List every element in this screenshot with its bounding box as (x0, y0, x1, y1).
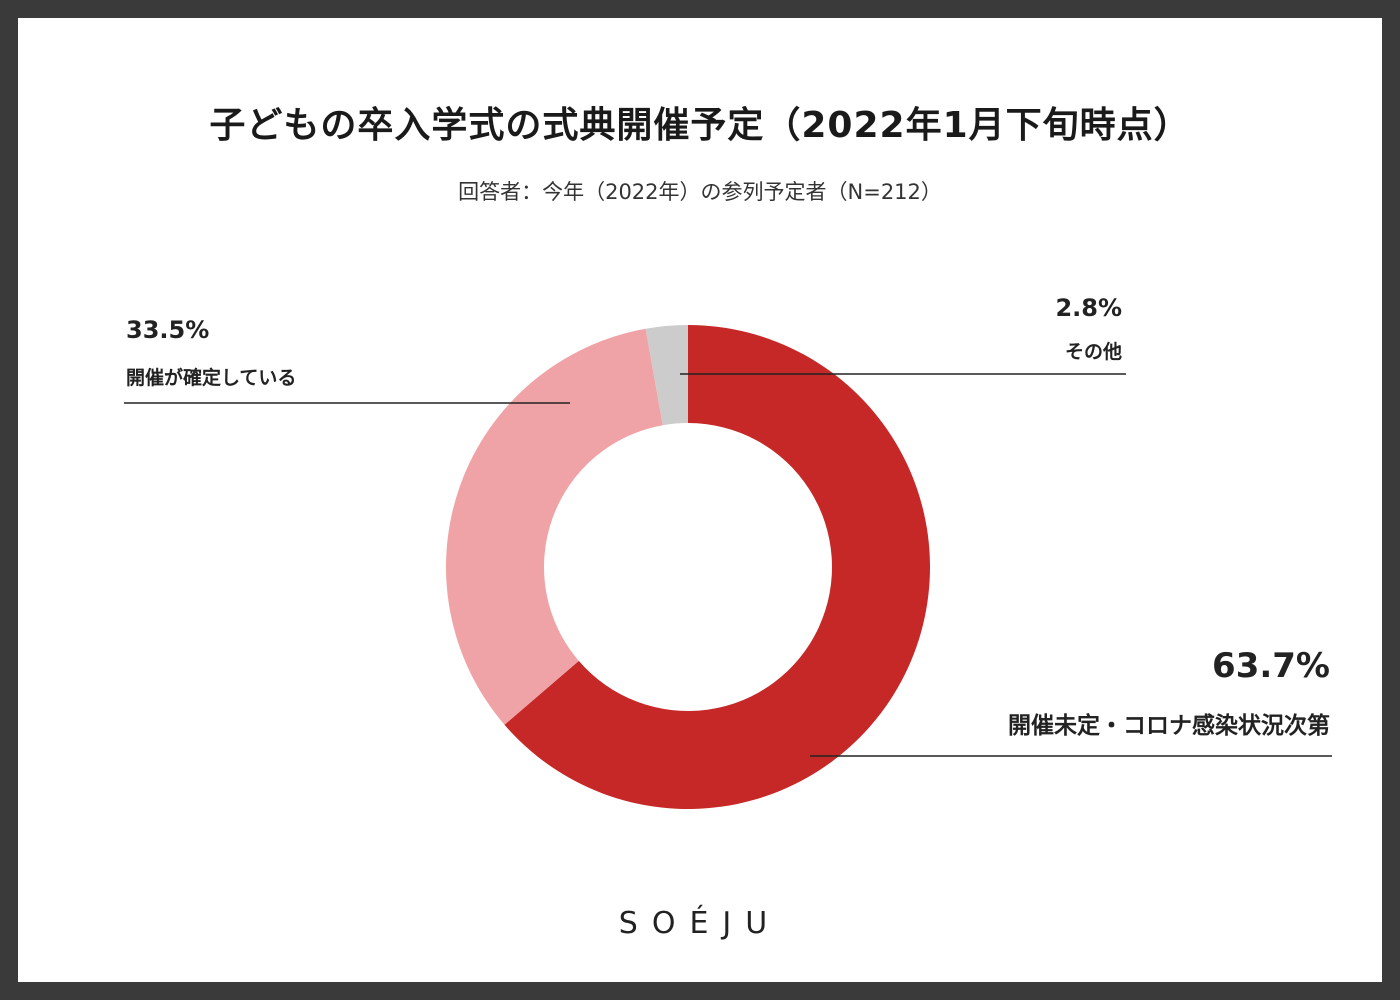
brand-logo: SOÉJU (618, 906, 782, 941)
chart-title: 子どもの卒入学式の式典開催予定（2022年1月下旬時点） (209, 105, 1191, 146)
slice-other (645, 325, 688, 426)
chart-card: 子どもの卒入学式の式典開催予定（2022年1月下旬時点） 回答者：今年（2022… (18, 18, 1382, 982)
slice-label-undecided: 開催未定・コロナ感染状況次第 (1008, 713, 1330, 739)
chart-subtitle: 回答者：今年（2022年）の参列予定者（N=212） (458, 180, 942, 204)
slice-undecided (504, 325, 931, 810)
slice-value-confirmed: 33.5% (126, 316, 210, 344)
slice-label-confirmed: 開催が確定している (126, 367, 297, 389)
donut-chart (124, 325, 1332, 810)
slice-confirmed (445, 328, 663, 725)
slice-value-other: 2.8% (1055, 294, 1122, 322)
slice-value-undecided: 63.7% (1212, 646, 1330, 686)
slice-label-other: その他 (1064, 341, 1122, 363)
